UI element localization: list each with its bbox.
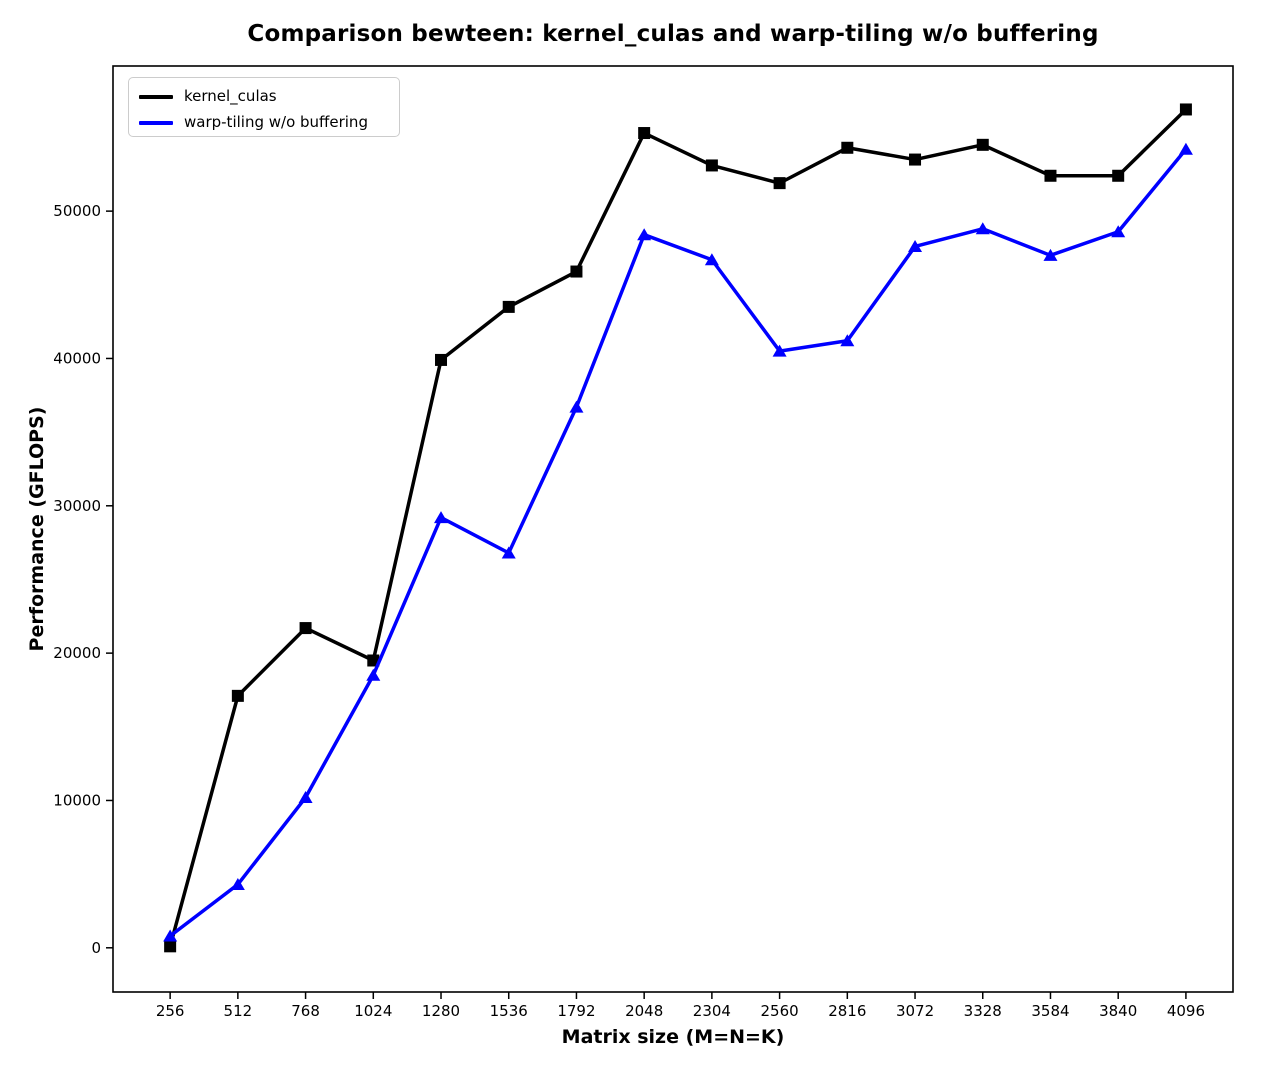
marker-square [976, 138, 989, 151]
marker-triangle [908, 239, 923, 252]
x-tick-label: 2048 [625, 1002, 663, 1020]
legend-label-kernel-culas: kernel_culas [184, 87, 277, 105]
legend-line-sample-blue [139, 120, 173, 125]
marker-triangle [298, 791, 313, 804]
marker-triangle [1043, 248, 1058, 261]
x-tick-label: 1536 [490, 1002, 528, 1020]
marker-triangle [501, 546, 516, 559]
marker-square [570, 265, 583, 278]
y-tick-label: 0 [91, 939, 101, 957]
legend-item-kernel-culas: kernel_culas [139, 85, 391, 108]
x-tick-label: 4096 [1167, 1002, 1205, 1020]
x-tick-label: 512 [224, 1002, 253, 1020]
marker-triangle [637, 228, 652, 241]
y-tick-label: 20000 [53, 644, 101, 662]
marker-triangle [704, 253, 719, 266]
axes-box [112, 65, 1234, 993]
x-tick-label: 2560 [761, 1002, 799, 1020]
y-axis-label: Performance (GFLOPS) [26, 406, 48, 652]
marker-triangle [230, 877, 245, 890]
x-tick-label: 768 [291, 1002, 320, 1020]
marker-square [435, 353, 448, 366]
y-tick-label: 30000 [53, 497, 101, 515]
x-tick-label: 2816 [828, 1002, 866, 1020]
marker-triangle [840, 334, 855, 347]
marker-square [367, 654, 380, 667]
x-tick-label: 256 [156, 1002, 185, 1020]
marker-square [1112, 169, 1125, 182]
marker-triangle [1111, 225, 1126, 238]
x-tick-label: 3584 [1031, 1002, 1069, 1020]
x-tick-label: 1280 [422, 1002, 460, 1020]
legend-item-warp-tiling: warp-tiling w/o buffering [139, 111, 391, 134]
marker-triangle [163, 929, 178, 942]
series-line-0 [168, 107, 1188, 949]
marker-square [841, 141, 854, 154]
marker-square [909, 153, 922, 166]
marker-triangle [772, 344, 787, 357]
marker-square [773, 177, 786, 190]
series-line-1 [168, 147, 1188, 938]
y-tick-label: 10000 [53, 791, 101, 809]
marker-square [1179, 103, 1192, 116]
marker-square [502, 300, 515, 313]
legend-line-sample-black [139, 94, 173, 99]
marker-square [231, 689, 244, 702]
marker-square [705, 159, 718, 172]
marker-square [164, 940, 177, 953]
marker-square [1044, 169, 1057, 182]
x-tick-label: 1792 [557, 1002, 595, 1020]
marker-triangle [1178, 142, 1193, 155]
x-axis-label: Matrix size (M=N=K) [561, 1026, 785, 1048]
x-tick-label: 3840 [1099, 1002, 1137, 1020]
marker-triangle [366, 668, 381, 681]
chart-title: Comparison bewteen: kernel_culas and war… [247, 21, 1099, 47]
marker-triangle [434, 511, 449, 524]
marker-triangle [569, 400, 584, 413]
y-tick-label: 50000 [53, 202, 101, 220]
legend: kernel_culas warp-tiling w/o buffering [128, 77, 400, 137]
x-tick-label: 1024 [354, 1002, 392, 1020]
marker-triangle [975, 222, 990, 235]
y-tick-label: 40000 [53, 349, 101, 367]
x-tick-label: 2304 [693, 1002, 731, 1020]
x-tick-label: 3072 [896, 1002, 934, 1020]
legend-label-warp-tiling: warp-tiling w/o buffering [184, 113, 368, 131]
marker-square [299, 622, 312, 635]
x-tick-label: 3328 [964, 1002, 1002, 1020]
marker-square [638, 127, 651, 140]
